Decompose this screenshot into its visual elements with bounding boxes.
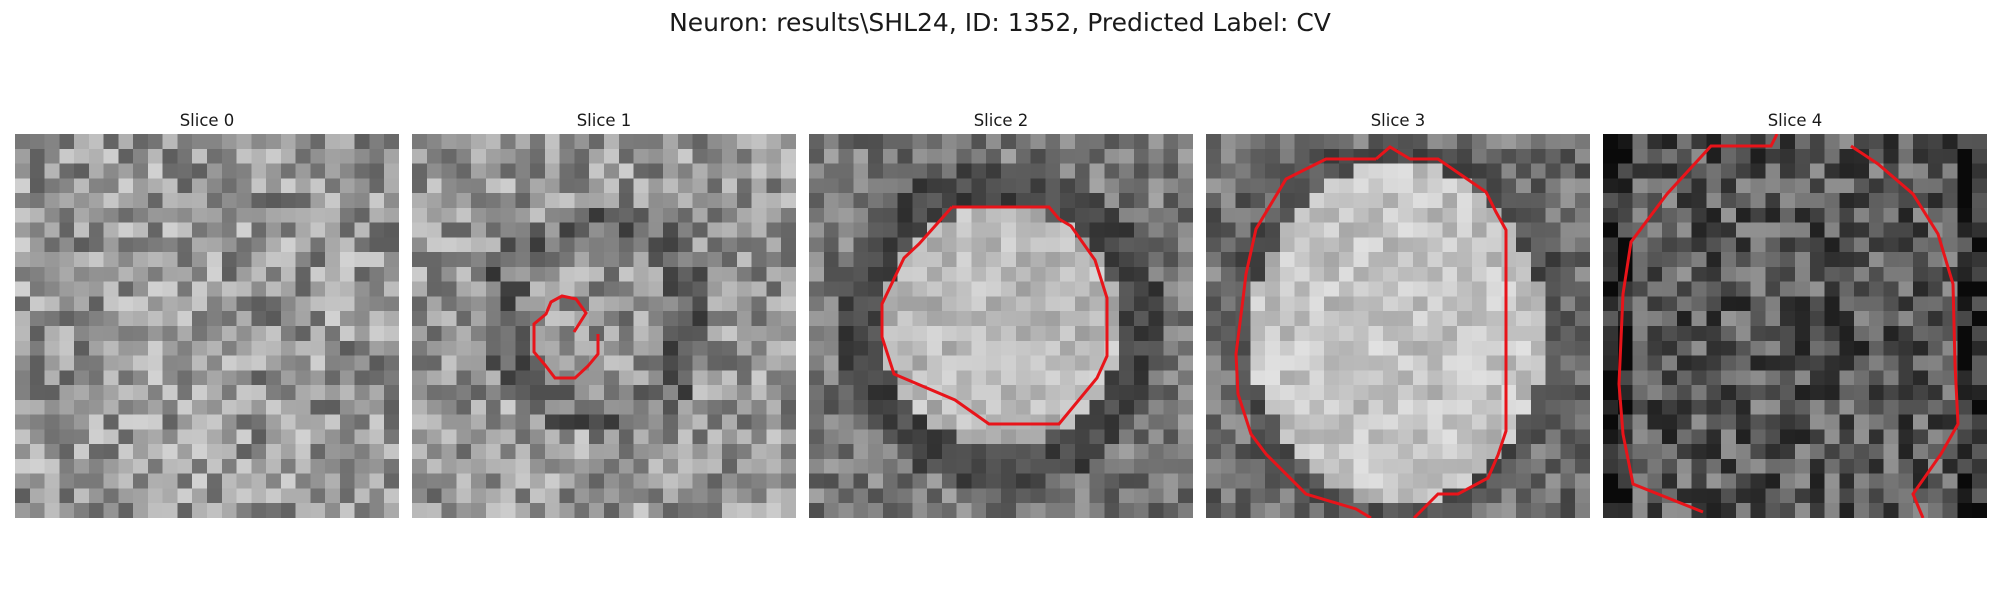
slice-panel-2: Slice 2 bbox=[809, 108, 1193, 518]
figure-title: Neuron: results\SHL24, ID: 1352, Predict… bbox=[669, 8, 1331, 37]
roi-contour-layer bbox=[1234, 145, 1508, 518]
slice-image bbox=[412, 134, 796, 518]
slice-title: Slice 4 bbox=[1767, 111, 1823, 130]
slice-title: Slice 2 bbox=[973, 111, 1029, 130]
slice-image-frame bbox=[1206, 134, 1590, 518]
roi-contour-layer bbox=[880, 205, 1109, 426]
slice-title: Slice 1 bbox=[576, 111, 632, 130]
slice-image bbox=[1603, 134, 1987, 518]
slice-image-frame bbox=[412, 134, 796, 518]
slice-image-frame bbox=[1603, 134, 1987, 518]
slice-title: Slice 0 bbox=[179, 111, 235, 130]
slice-panel-0: Slice 0 bbox=[15, 108, 399, 518]
slice-panel-1: Slice 1 bbox=[412, 108, 796, 518]
roi-contour bbox=[1375, 145, 1508, 518]
slice-image bbox=[15, 134, 399, 518]
slice-image-frame bbox=[15, 134, 399, 518]
roi-contour bbox=[532, 294, 600, 380]
slice-title: Slice 3 bbox=[1370, 111, 1426, 130]
slice-image bbox=[1206, 134, 1590, 518]
roi-contour bbox=[880, 205, 1109, 426]
roi-contour-layer bbox=[532, 294, 600, 380]
slice-image bbox=[809, 134, 1193, 518]
slice-panel-3: Slice 3 bbox=[1206, 108, 1590, 518]
roi-contour bbox=[1617, 134, 1779, 514]
roi-contour-layer bbox=[1617, 134, 1960, 518]
slice-panel-4: Slice 4 bbox=[1603, 108, 1987, 518]
slice-image-frame bbox=[809, 134, 1193, 518]
roi-contour bbox=[1850, 144, 1960, 518]
roi-contour-layer bbox=[15, 134, 399, 518]
roi-contour bbox=[1234, 157, 1376, 518]
